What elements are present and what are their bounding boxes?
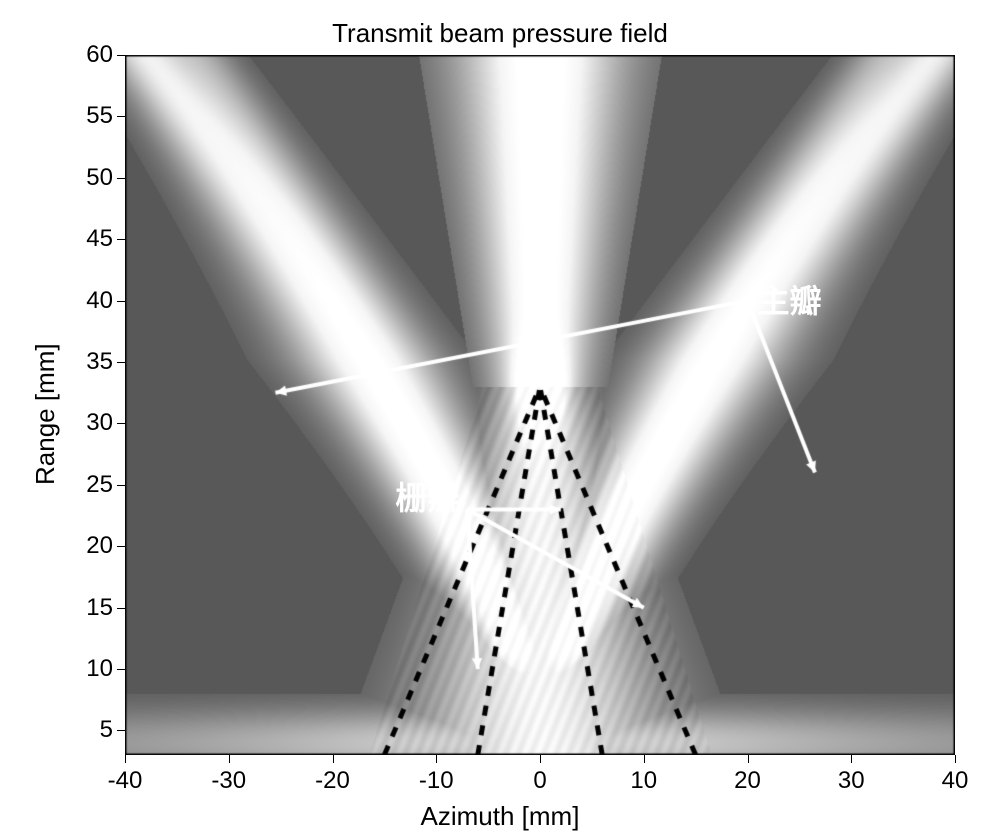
x-tick-label: 0 (533, 767, 546, 795)
y-tick (117, 423, 125, 424)
chart-title: Transmit beam pressure field (0, 18, 1000, 49)
annotation-mainlobe-label: 主瓣 (758, 276, 822, 322)
x-tick (540, 755, 541, 763)
x-tick-label: -10 (419, 767, 454, 795)
x-tick-label: 40 (942, 767, 969, 795)
y-tick-label: 50 (75, 164, 113, 192)
y-tick (117, 485, 125, 486)
x-tick-label: 30 (838, 767, 865, 795)
y-tick-label: 20 (75, 532, 113, 560)
x-tick (851, 755, 852, 763)
y-axis-label: Range [mm] (30, 343, 61, 485)
y-tick (117, 239, 125, 240)
pressure-field-heatmap (125, 55, 955, 755)
y-tick-label: 60 (75, 41, 113, 69)
x-axis-label: Azimuth [mm] (0, 801, 1000, 832)
y-tick-label: 55 (75, 102, 113, 130)
y-tick (117, 301, 125, 302)
y-tick-label: 25 (75, 471, 113, 499)
x-tick (436, 755, 437, 763)
y-tick-label: 45 (75, 225, 113, 253)
y-tick-label: 40 (75, 287, 113, 315)
x-tick (333, 755, 334, 763)
x-tick-label: 20 (734, 767, 761, 795)
x-tick (748, 755, 749, 763)
y-tick-label: 15 (75, 594, 113, 622)
y-tick (117, 55, 125, 56)
y-tick-label: 30 (75, 409, 113, 437)
y-tick-label: 35 (75, 348, 113, 376)
annotation-gratinglobe-label: 栅瓣 (395, 473, 459, 519)
y-tick-label: 5 (75, 716, 113, 744)
y-tick (117, 669, 125, 670)
x-tick (644, 755, 645, 763)
y-tick (117, 178, 125, 179)
y-tick (117, 608, 125, 609)
y-tick (117, 362, 125, 363)
x-tick-label: -40 (108, 767, 143, 795)
x-tick-label: -30 (211, 767, 246, 795)
figure-container: Transmit beam pressure field 主瓣 栅瓣 Azimu… (0, 0, 1000, 840)
y-tick-label: 10 (75, 655, 113, 683)
x-tick (955, 755, 956, 763)
x-tick-label: 10 (630, 767, 657, 795)
y-tick (117, 546, 125, 547)
plot-area: 主瓣 栅瓣 (125, 55, 955, 755)
x-tick (125, 755, 126, 763)
y-tick (117, 116, 125, 117)
x-tick (229, 755, 230, 763)
x-tick-label: -20 (315, 767, 350, 795)
y-tick (117, 730, 125, 731)
